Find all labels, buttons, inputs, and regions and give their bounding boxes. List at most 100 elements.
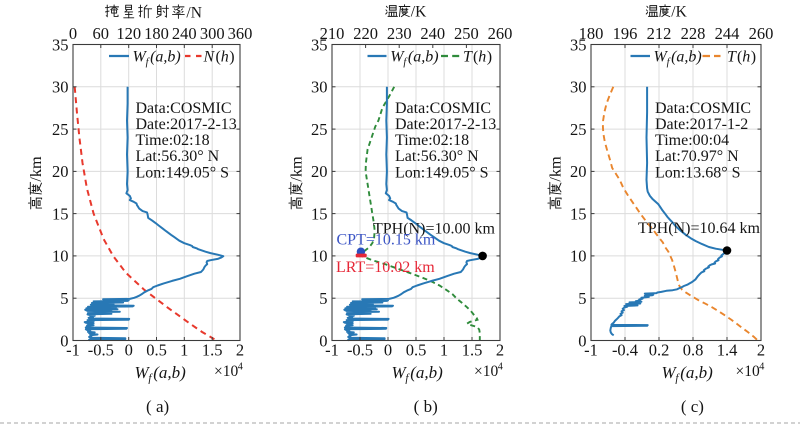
svg-text:(a,b): (a,b) [671,48,702,65]
svg-text:(a,b): (a,b) [153,363,186,382]
svg-text:260: 260 [488,24,513,43]
svg-text:Date:2017-1-2: Date:2017-1-2 [655,116,748,133]
svg-text:0.2: 0.2 [649,341,670,360]
svg-text:f: f [146,57,151,68]
svg-text:(a,b): (a,b) [680,363,713,382]
svg-text:300: 300 [200,24,225,43]
svg-text:360: 360 [228,24,253,43]
svg-text:212: 212 [647,24,672,43]
svg-text:Lon:149.05° S: Lon:149.05° S [395,164,489,181]
svg-text:): ) [487,48,492,65]
svg-text:W: W [392,363,408,382]
svg-text:(a,b): (a,b) [408,48,439,65]
svg-text:5: 5 [578,289,586,308]
svg-text:Lon:149.05° S: Lon:149.05° S [136,164,230,181]
svg-text:228: 228 [681,24,706,43]
svg-text:W: W [654,48,669,65]
svg-text:0.5: 0.5 [146,341,167,360]
svg-text:35: 35 [52,35,69,54]
svg-text:-0.4: -0.4 [612,341,638,360]
svg-text:230: 230 [387,24,412,43]
svg-text:240: 240 [172,24,197,43]
svg-text:5: 5 [319,289,327,308]
svg-text:35: 35 [311,35,328,54]
svg-text:30: 30 [52,78,69,97]
svg-text:W: W [133,48,148,65]
svg-text:4: 4 [759,362,765,373]
svg-text:0: 0 [384,341,392,360]
svg-text:0: 0 [578,331,586,350]
svg-text:W: W [390,48,405,65]
svg-text:h: h [221,48,229,65]
svg-text:(a,b): (a,b) [410,363,443,382]
svg-text:Data:COSMIC: Data:COSMIC [136,100,232,117]
svg-text:h: h [742,48,750,65]
svg-text:0: 0 [125,341,133,360]
svg-text:10: 10 [52,247,69,266]
svg-text:f: f [405,373,410,385]
svg-text:250: 250 [454,24,479,43]
svg-text:-1: -1 [66,341,80,360]
svg-text:): ) [751,48,756,65]
svg-text:T: T [727,48,737,65]
svg-text:/km: /km [287,156,306,182]
svg-text:/K: /K [411,4,427,21]
svg-text:Time:02:18: Time:02:18 [136,132,210,149]
svg-text:f: f [667,57,672,68]
svg-text:1.5: 1.5 [462,341,483,360]
svg-text:/K: /K [671,4,687,21]
svg-text:N: N [203,48,216,65]
svg-text:f: f [403,57,408,68]
svg-text:f: f [675,373,680,385]
svg-text:2: 2 [757,341,765,360]
svg-text:20: 20 [570,162,587,181]
svg-text:/km: /km [26,156,45,182]
svg-text:(: ( [473,48,478,65]
svg-text:15: 15 [52,204,69,223]
svg-text:25: 25 [311,120,328,139]
svg-text:TPH(N)=10.00 km: TPH(N)=10.00 km [373,221,495,238]
svg-text:W: W [135,363,151,382]
svg-text:15: 15 [570,204,587,223]
svg-text:CPT=10.15 km: CPT=10.15 km [337,232,436,249]
svg-text:15: 15 [311,204,328,223]
svg-text:1.5: 1.5 [202,341,223,360]
svg-text:×10: ×10 [214,363,238,380]
svg-text:Time:02:18: Time:02:18 [395,132,469,149]
svg-text:( b): ( b) [414,397,438,416]
svg-text:( a): ( a) [146,397,169,416]
svg-text:2: 2 [496,341,504,360]
svg-text:244: 244 [715,24,740,43]
svg-text:Data:COSMIC: Data:COSMIC [655,100,751,117]
svg-text:0.5: 0.5 [406,341,427,360]
svg-text:/km: /km [546,156,565,182]
svg-text:5: 5 [60,289,68,308]
svg-text:TPH(N)=10.64 km: TPH(N)=10.64 km [638,220,760,237]
svg-text:1: 1 [440,341,448,360]
svg-text:-1: -1 [325,341,339,360]
svg-text:4: 4 [238,362,244,373]
svg-text:-0.5: -0.5 [347,341,373,360]
svg-text:/N: /N [186,5,202,22]
svg-text:60: 60 [93,24,110,43]
svg-text:196: 196 [613,24,638,43]
svg-text:Date:2017-2-13: Date:2017-2-13 [136,116,237,133]
svg-text:-0.5: -0.5 [88,341,114,360]
svg-text:Data:COSMIC: Data:COSMIC [395,100,491,117]
svg-text:W: W [662,363,678,382]
svg-text:T: T [463,48,473,65]
svg-text:4: 4 [498,362,504,373]
svg-text:(: ( [737,48,742,65]
svg-text:( c): ( c) [681,397,704,416]
svg-text:Time:00:04: Time:00:04 [655,132,729,149]
svg-text:30: 30 [570,78,587,97]
svg-text:): ) [229,48,234,65]
svg-text:Lat:56.30° N: Lat:56.30° N [395,148,479,165]
svg-text:240: 240 [420,24,445,43]
svg-text:LRT=10.02 km: LRT=10.02 km [336,259,435,276]
svg-text:0.8: 0.8 [683,341,704,360]
svg-text:Lon:13.68° S: Lon:13.68° S [655,164,741,181]
svg-text:(a,b): (a,b) [150,48,181,65]
svg-text:Date:2017-2-13: Date:2017-2-13 [395,116,496,133]
svg-text:260: 260 [749,24,774,43]
